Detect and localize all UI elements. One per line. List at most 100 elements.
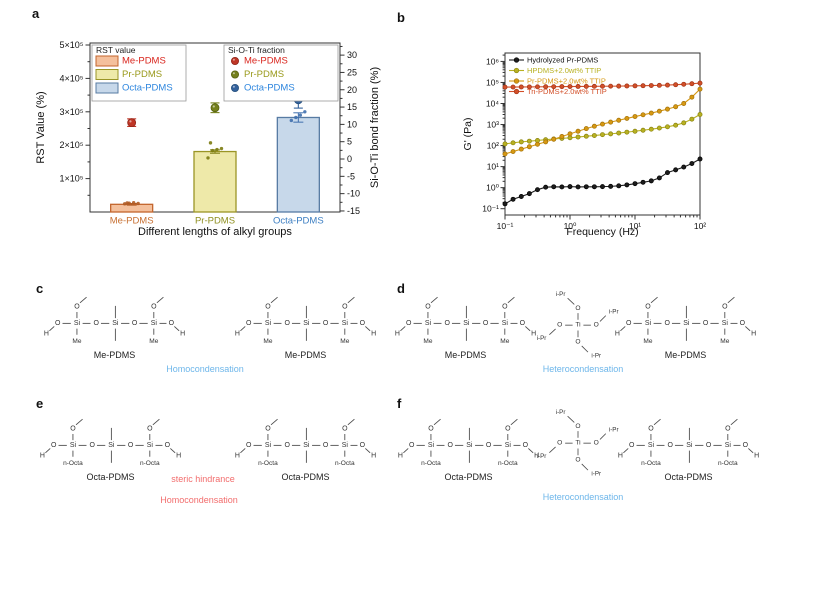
panel-c-label: c bbox=[36, 281, 44, 296]
svg-text:10⁶: 10⁶ bbox=[486, 56, 499, 66]
svg-text:n-Octa: n-Octa bbox=[421, 460, 441, 467]
svg-text:O: O bbox=[55, 320, 61, 327]
svg-text:n-Octa: n-Octa bbox=[140, 460, 160, 467]
svg-text:O: O bbox=[575, 338, 580, 345]
svg-text:O: O bbox=[151, 304, 157, 311]
svg-text:10²: 10² bbox=[694, 221, 706, 231]
svg-text:i-Pr: i-Pr bbox=[537, 453, 547, 460]
svg-text:H: H bbox=[44, 330, 49, 337]
svg-text:O: O bbox=[444, 320, 450, 327]
svg-text:n-Octa: n-Octa bbox=[258, 460, 278, 467]
svg-text:Me-PDMS: Me-PDMS bbox=[244, 56, 288, 67]
svg-text:H: H bbox=[235, 330, 240, 337]
svg-text:O: O bbox=[703, 320, 709, 327]
svg-text:Frequency (Hz): Frequency (Hz) bbox=[566, 226, 638, 238]
svg-text:O: O bbox=[70, 426, 76, 433]
svg-text:O: O bbox=[342, 304, 348, 311]
svg-text:Si: Si bbox=[342, 320, 349, 327]
ttip-structure: Ti Oi-Pr Oi-Pr Oi-Pr Oi-Pr bbox=[537, 409, 619, 477]
svg-text:O: O bbox=[648, 426, 654, 433]
svg-text:G' (Pa): G' (Pa) bbox=[462, 118, 474, 151]
fraction-point-Me-PDMS bbox=[127, 118, 137, 128]
rst-bar-chart: 1×10⁵ 2×10⁵ 3×10⁵ 4×10⁵ 5×10⁵ -15 -10 -5 0 5 10 15 2… bbox=[35, 40, 381, 238]
svg-text:Me: Me bbox=[720, 338, 729, 345]
svg-text:O: O bbox=[575, 305, 580, 312]
svg-text:Si: Si bbox=[74, 320, 81, 327]
bar-group-Me-PDMS bbox=[110, 200, 154, 213]
svg-text:10⁰: 10⁰ bbox=[486, 183, 499, 193]
molecule-name: Me-PDMS bbox=[664, 350, 707, 360]
svg-text:O: O bbox=[284, 442, 290, 449]
svg-text:Ti: Ti bbox=[575, 322, 581, 329]
series-Hydrolyzed Pr-PDMS bbox=[502, 156, 703, 207]
svg-text:Pr-PDMS: Pr-PDMS bbox=[244, 69, 284, 80]
svg-text:H: H bbox=[371, 452, 376, 459]
svg-text:4×10⁵: 4×10⁵ bbox=[59, 73, 83, 83]
svg-text:O: O bbox=[265, 304, 271, 311]
svg-text:5×10⁵: 5×10⁵ bbox=[59, 40, 83, 50]
svg-text:O: O bbox=[664, 320, 670, 327]
svg-text:O: O bbox=[147, 426, 153, 433]
svg-text:25: 25 bbox=[347, 67, 357, 77]
svg-text:3×10⁵: 3×10⁵ bbox=[59, 107, 83, 117]
svg-text:Si: Si bbox=[725, 442, 732, 449]
svg-text:10⁵: 10⁵ bbox=[486, 77, 499, 87]
svg-text:Different lengths of alkyl gro: Different lengths of alkyl groups bbox=[138, 226, 292, 238]
svg-text:Pr-PDMS: Pr-PDMS bbox=[195, 216, 235, 227]
svg-text:O: O bbox=[667, 442, 673, 449]
svg-text:10⁻¹: 10⁻¹ bbox=[482, 204, 499, 214]
svg-text:O: O bbox=[626, 320, 632, 327]
svg-text:Si: Si bbox=[686, 442, 693, 449]
annotation-homocondensation-c: Homocondensation bbox=[166, 364, 244, 374]
svg-text:Si: Si bbox=[147, 442, 154, 449]
svg-text:Si: Si bbox=[505, 442, 512, 449]
svg-text:O: O bbox=[51, 442, 57, 449]
svg-text:O: O bbox=[89, 442, 95, 449]
svg-text:Si: Si bbox=[151, 320, 158, 327]
svg-text:O: O bbox=[284, 320, 290, 327]
svg-text:Me: Me bbox=[263, 338, 272, 345]
svg-text:H: H bbox=[395, 330, 400, 337]
annotation-heterocondensation-f: Heterocondensation bbox=[542, 492, 624, 502]
svg-text:n-Octa: n-Octa bbox=[641, 460, 661, 467]
svg-text:Si: Si bbox=[463, 320, 470, 327]
panel-d-label: d bbox=[397, 281, 405, 296]
svg-text:i-Pr: i-Pr bbox=[609, 308, 619, 315]
svg-text:Si: Si bbox=[683, 320, 690, 327]
svg-text:O: O bbox=[743, 442, 749, 449]
svg-text:Octa-PDMS: Octa-PDMS bbox=[122, 83, 173, 94]
svg-text:15: 15 bbox=[347, 102, 357, 112]
svg-text:O: O bbox=[725, 426, 731, 433]
svg-text:O: O bbox=[93, 320, 99, 327]
bar-group-Pr-PDMS bbox=[193, 141, 237, 213]
svg-text:Tri-PDMS+2.0wt% TTIP: Tri-PDMS+2.0wt% TTIP bbox=[527, 87, 607, 96]
annotation-homocondensation-e: Homocondensation bbox=[160, 495, 238, 505]
bar-group-Octa-PDMS bbox=[276, 110, 320, 213]
svg-text:H: H bbox=[40, 452, 45, 459]
svg-text:10²: 10² bbox=[487, 141, 499, 151]
svg-text:O: O bbox=[169, 320, 175, 327]
svg-text:Si: Si bbox=[648, 442, 655, 449]
svg-text:O: O bbox=[557, 440, 562, 447]
svg-text:O: O bbox=[74, 304, 80, 311]
molecule-block-c-left: H O Si O Si O Si O H O Me O Me Me-PDMS bbox=[42, 290, 187, 360]
svg-text:RST Value (%): RST Value (%) bbox=[35, 91, 47, 163]
series-HPDMS+2.0wt% TTIP bbox=[502, 112, 703, 147]
svg-text:30: 30 bbox=[347, 50, 357, 60]
svg-text:Si: Si bbox=[342, 442, 349, 449]
svg-text:H: H bbox=[754, 452, 759, 459]
svg-text:Si: Si bbox=[70, 442, 77, 449]
svg-text:i-Pr: i-Pr bbox=[591, 352, 601, 359]
svg-text:Me-PDMS: Me-PDMS bbox=[122, 56, 166, 67]
svg-text:-10: -10 bbox=[347, 189, 360, 199]
svg-text:Pr-PDMS: Pr-PDMS bbox=[122, 69, 162, 80]
series-Pr-PDMS+2.0wt% TTIP bbox=[502, 86, 703, 157]
svg-text:H: H bbox=[371, 330, 376, 337]
